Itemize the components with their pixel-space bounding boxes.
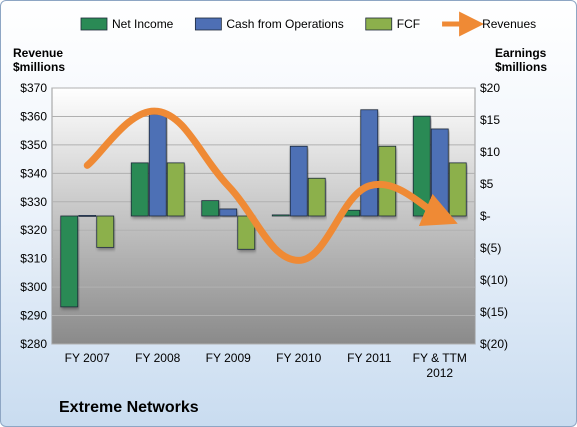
legend-label: Revenues xyxy=(482,17,536,31)
left-tick-label: $350 xyxy=(20,138,47,152)
right-tick-label: $10 xyxy=(480,145,500,159)
bar-cash-from-operations xyxy=(219,208,238,217)
category-label: FY 2008 xyxy=(135,351,180,365)
company-name: Extreme Networks xyxy=(59,399,199,416)
plot-area xyxy=(51,87,476,345)
left-tick-label: $300 xyxy=(20,280,47,294)
right-tick-label: $- xyxy=(480,209,491,223)
category-label: FY & TTM xyxy=(413,351,467,365)
right-tick-label: $(15) xyxy=(480,305,508,319)
bar-net-income xyxy=(271,214,290,217)
legend-swatch xyxy=(194,17,222,31)
left-axis-title-line-1: Revenue xyxy=(13,46,64,60)
bar-fcf xyxy=(448,162,467,217)
bar-cash-from-operations xyxy=(360,109,379,217)
right-axis-title-line-1: Earnings xyxy=(495,46,547,60)
bar-net-income xyxy=(201,200,220,217)
bar-fcf xyxy=(166,162,185,217)
category-label: FY 2011 xyxy=(347,351,392,365)
right-axis-title-line-2: $millions xyxy=(495,60,548,74)
left-tick-label: $280 xyxy=(20,337,47,351)
left-tick-label: $290 xyxy=(20,309,47,323)
left-tick-label: $310 xyxy=(20,252,47,266)
bar-cash-from-operations xyxy=(148,113,167,217)
bar-net-income xyxy=(60,215,79,308)
bar-cash-from-operations xyxy=(78,214,97,217)
legend-label: FCF xyxy=(397,17,420,31)
right-tick-label: $(20) xyxy=(480,337,508,351)
left-axis-title: Revenue $millions xyxy=(13,46,65,74)
bar-fcf xyxy=(96,215,115,248)
right-tick-label: $20 xyxy=(480,81,500,95)
bar-cash-from-operations xyxy=(289,145,308,217)
legend-swatch xyxy=(365,17,393,31)
left-tick-label: $320 xyxy=(20,223,47,237)
left-tick-label: $330 xyxy=(20,195,47,209)
revenues-line xyxy=(83,107,458,264)
legend-swatch xyxy=(80,17,108,31)
bar-cash-from-operations xyxy=(430,128,449,217)
bar-net-income xyxy=(130,162,149,217)
category-label: 2012 xyxy=(426,366,453,380)
left-tick-label: $340 xyxy=(20,166,47,180)
left-axis-title-line-2: $millions xyxy=(13,60,66,74)
right-tick-label: $(10) xyxy=(480,273,508,287)
right-tick-label: $15 xyxy=(480,113,500,127)
category-label: FY 2007 xyxy=(65,351,110,365)
category-label: FY 2009 xyxy=(206,351,251,365)
right-axis-title: Earnings $millions xyxy=(495,46,547,74)
right-tick-label: $5 xyxy=(480,177,494,191)
right-tick-label: $(5) xyxy=(480,241,501,255)
category-label: FY 2010 xyxy=(276,351,321,365)
bar-fcf xyxy=(237,215,256,250)
legend-label: Net Income xyxy=(112,17,174,31)
left-tick-label: $370 xyxy=(20,81,47,95)
left-tick-label: $360 xyxy=(20,109,47,123)
legend-label: Cash from Operations xyxy=(226,17,343,31)
bar-fcf xyxy=(307,177,326,217)
